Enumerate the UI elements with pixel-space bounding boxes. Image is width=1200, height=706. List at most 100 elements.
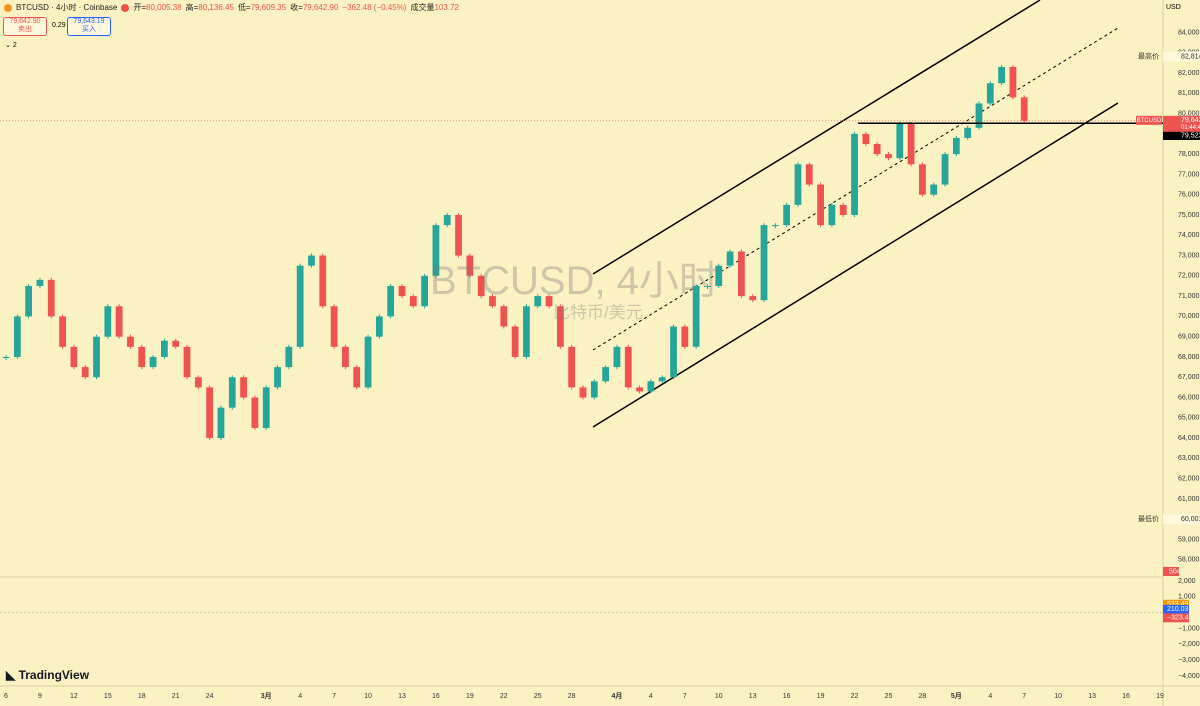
candle <box>658 377 666 382</box>
candle <box>81 367 89 378</box>
ohlc-key: 开= <box>133 3 147 12</box>
candle <box>783 204 791 226</box>
indicators-toggle[interactable]: ⌄ 2 <box>5 42 17 49</box>
y-tick-label: 70,000.00 <box>1178 313 1200 320</box>
candle <box>296 265 304 347</box>
last-price-box <box>1163 115 1200 132</box>
x-tick-label: 24 <box>206 693 214 700</box>
ohlc-item: 低=79,609.35 <box>238 2 286 13</box>
candle <box>104 306 112 337</box>
candle <box>274 367 281 388</box>
candle <box>726 251 734 266</box>
countdown: 01:44:48 <box>1181 125 1200 131</box>
x-tick-label: 5月 <box>951 692 962 700</box>
candle <box>364 336 372 388</box>
candle <box>172 340 180 347</box>
volume-label: 504 <box>1169 568 1181 575</box>
y-tick-label: 62,000.00 <box>1178 475 1200 482</box>
candle <box>681 326 689 347</box>
x-tick-label: 18 <box>138 693 146 700</box>
candle <box>466 255 474 276</box>
x-tick-label: 16 <box>783 693 791 700</box>
logo[interactable]: ◣ TradingView <box>6 668 90 682</box>
x-tick-label: 4 <box>298 693 302 700</box>
candle <box>952 137 960 155</box>
candle <box>409 296 417 307</box>
x-tick-label: 13 <box>1088 693 1096 700</box>
candle <box>194 377 202 388</box>
change: −362.48 (−0.45%) <box>342 3 407 12</box>
candle <box>545 296 553 307</box>
candle <box>25 285 33 317</box>
candle <box>613 346 621 368</box>
spread: 0.29 <box>52 22 66 29</box>
candle <box>421 275 429 307</box>
candle <box>771 225 779 227</box>
buy-button[interactable]: 79,643.19 买入 <box>67 17 111 36</box>
volume-key: 成交量 <box>410 3 435 12</box>
y-tick-label: 76,000.00 <box>1178 192 1200 199</box>
y-tick-label: 75,000.00 <box>1178 212 1200 219</box>
candle <box>443 214 451 226</box>
candle <box>285 346 293 368</box>
x-tick-label: 28 <box>568 693 576 700</box>
candle <box>862 133 870 144</box>
last-price-label: 79,642.90 <box>1181 117 1200 124</box>
x-tick-label: 3月 <box>261 692 272 700</box>
x-tick-label: 4月 <box>611 692 622 700</box>
x-tick-label: 4 <box>988 693 992 700</box>
y-tick-label: 58,000.00 <box>1178 557 1200 564</box>
volume: 103.72 <box>434 3 459 12</box>
sell-button[interactable]: 79,642.90 卖出 <box>3 17 47 36</box>
candle <box>941 154 949 185</box>
candle <box>217 407 225 439</box>
x-tick-label: 13 <box>749 693 757 700</box>
x-tick-label: 10 <box>1054 693 1062 700</box>
y-tick-label: 73,000.00 <box>1178 252 1200 259</box>
candle <box>353 367 361 388</box>
candle <box>749 296 757 301</box>
candle <box>986 83 994 104</box>
candle <box>602 367 610 382</box>
candle <box>160 340 168 357</box>
x-tick-label: 22 <box>500 693 508 700</box>
price-label-box <box>1163 51 1200 62</box>
candle <box>262 387 270 428</box>
candle <box>624 346 632 388</box>
x-tick-label: 7 <box>1022 693 1026 700</box>
alert-icon <box>121 3 130 12</box>
candle <box>579 387 587 398</box>
x-tick-label: 21 <box>172 693 180 700</box>
candle <box>670 326 677 378</box>
currency[interactable]: USD <box>1166 4 1181 11</box>
candle <box>828 204 836 226</box>
channel-lower <box>592 102 1119 428</box>
x-tick-label: 6 <box>4 693 8 700</box>
candle <box>183 346 191 378</box>
x-tick-label: 12 <box>70 693 78 700</box>
y-tick-label: 71,000.00 <box>1178 293 1200 300</box>
ohlc-key: 低= <box>237 3 251 12</box>
logo-text: TradingView <box>18 668 90 682</box>
candle <box>737 251 745 297</box>
candle <box>477 275 485 297</box>
level-label: 79,523.00 <box>1181 132 1200 139</box>
candle <box>839 204 847 215</box>
indicators-count: 2 <box>12 42 17 49</box>
y-tick-label: 80,000.00 <box>1178 110 1200 117</box>
ohlc-value: 80,136.45 <box>198 3 234 12</box>
candle <box>715 265 723 286</box>
y-tick-label: 66,000.00 <box>1178 394 1200 401</box>
price-caption: 最低价 <box>1138 514 1159 523</box>
x-tick-label: 10 <box>715 693 723 700</box>
candle <box>873 144 881 155</box>
ohlc-key: 收= <box>290 3 303 12</box>
candle <box>964 127 972 138</box>
x-tick-label: 13 <box>398 693 406 700</box>
x-tick-label: 25 <box>885 693 893 700</box>
level-box <box>1163 131 1200 140</box>
candle <box>590 381 598 398</box>
btc-icon <box>4 3 12 12</box>
candle <box>1020 97 1028 121</box>
symbol[interactable]: BTCUSD · 4小时 · Coinbase <box>16 3 118 12</box>
